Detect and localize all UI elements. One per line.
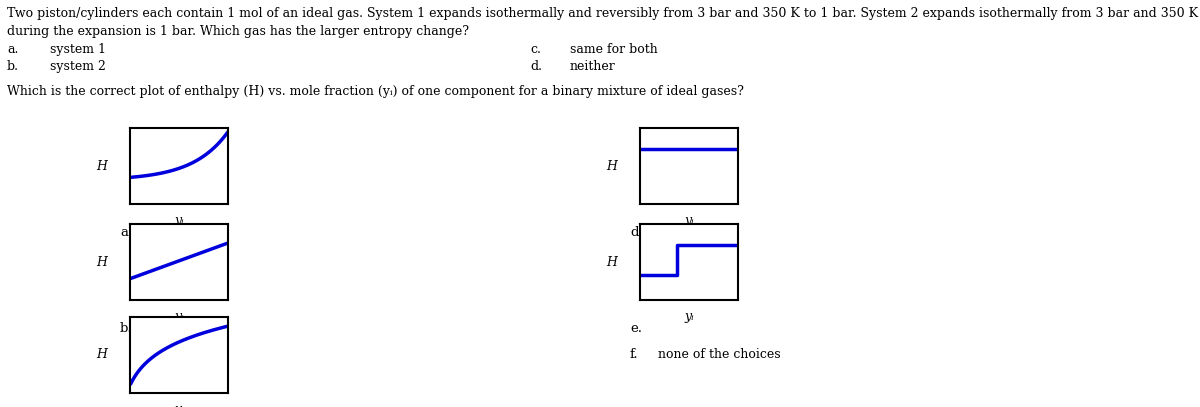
Text: H: H: [606, 256, 618, 269]
Text: H: H: [606, 160, 618, 173]
Text: e.: e.: [630, 322, 642, 335]
Text: H: H: [96, 348, 108, 361]
Text: b.: b.: [120, 322, 133, 335]
Text: neither: neither: [570, 60, 616, 73]
Text: a.: a.: [120, 226, 132, 239]
Text: system 2: system 2: [50, 60, 106, 73]
Text: b.: b.: [7, 60, 19, 73]
Text: d.: d.: [630, 226, 643, 239]
Text: yᵢ: yᵢ: [684, 310, 694, 323]
Text: yᵢ: yᵢ: [174, 214, 184, 227]
Text: yᵢ: yᵢ: [174, 403, 184, 407]
Text: H: H: [96, 256, 108, 269]
Text: H: H: [96, 160, 108, 173]
Text: d.: d.: [530, 60, 542, 73]
Text: yᵢ: yᵢ: [684, 214, 694, 227]
Text: system 1: system 1: [50, 43, 106, 56]
Text: Which is the correct plot of enthalpy (H) vs. mole fraction (yᵢ) of one componen: Which is the correct plot of enthalpy (H…: [7, 85, 744, 98]
Text: c.: c.: [530, 43, 541, 56]
Text: none of the choices: none of the choices: [658, 348, 781, 361]
Text: yᵢ: yᵢ: [174, 310, 184, 323]
Text: same for both: same for both: [570, 43, 658, 56]
Text: Two piston/cylinders each contain 1 mol of an ideal gas. System 1 expands isothe: Two piston/cylinders each contain 1 mol …: [7, 7, 1200, 20]
Text: f.: f.: [630, 348, 638, 361]
Text: during the expansion is 1 bar. Which gas has the larger entropy change?: during the expansion is 1 bar. Which gas…: [7, 25, 469, 38]
Text: a.: a.: [7, 43, 18, 56]
